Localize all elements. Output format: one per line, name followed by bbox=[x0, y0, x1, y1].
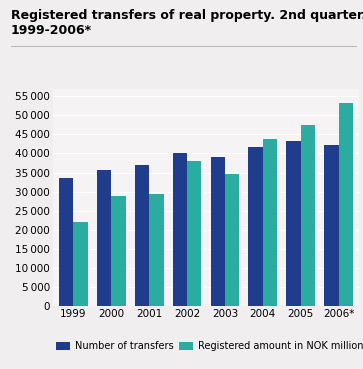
Text: 1999-2006*: 1999-2006* bbox=[11, 24, 92, 37]
Text: Registered transfers of real property. 2nd quarter.: Registered transfers of real property. 2… bbox=[11, 9, 363, 22]
Bar bbox=[211, 156, 225, 306]
Legend: Number of transfers, Registered amount in NOK million: Number of transfers, Registered amount i… bbox=[54, 339, 363, 354]
Bar bbox=[225, 174, 239, 306]
Bar bbox=[111, 196, 126, 306]
Bar bbox=[248, 146, 263, 306]
Bar bbox=[59, 178, 73, 306]
Bar bbox=[97, 170, 111, 306]
Bar bbox=[149, 194, 164, 306]
Bar bbox=[135, 165, 149, 306]
Bar bbox=[173, 153, 187, 306]
Bar bbox=[187, 161, 201, 306]
Bar bbox=[286, 141, 301, 306]
Bar bbox=[263, 139, 277, 306]
Bar bbox=[339, 103, 353, 306]
Bar bbox=[324, 145, 339, 306]
Bar bbox=[301, 125, 315, 306]
Bar bbox=[73, 222, 88, 306]
